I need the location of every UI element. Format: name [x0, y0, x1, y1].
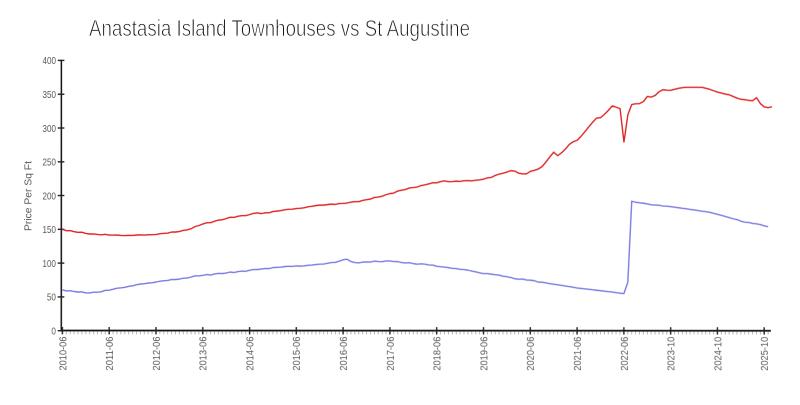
svg-text:2011-06: 2011-06	[104, 336, 116, 370]
svg-text:400: 400	[42, 55, 56, 67]
svg-text:Price Per Sq Ft: Price Per Sq Ft	[23, 161, 34, 231]
svg-text:2024-10: 2024-10	[712, 337, 724, 371]
svg-text:2018-06: 2018-06	[431, 337, 443, 371]
svg-text:200: 200	[42, 190, 56, 202]
svg-text:2015-06: 2015-06	[291, 336, 303, 370]
svg-text:2023-10: 2023-10	[665, 337, 677, 371]
svg-text:2019-06: 2019-06	[478, 337, 490, 371]
svg-text:150: 150	[42, 224, 56, 236]
svg-text:2022-06: 2022-06	[619, 337, 631, 371]
svg-text:2014-06: 2014-06	[244, 336, 256, 370]
svg-text:2016-06: 2016-06	[338, 336, 350, 370]
svg-text:300: 300	[42, 123, 56, 135]
svg-text:100: 100	[42, 258, 56, 270]
svg-text:2020-06: 2020-06	[525, 337, 537, 371]
svg-text:50: 50	[47, 292, 56, 304]
svg-text:2012-06: 2012-06	[151, 336, 163, 370]
svg-text:Anastasia Island Townhouses vs: Anastasia Island Townhouses vs St August…	[89, 15, 470, 41]
svg-text:2013-06: 2013-06	[198, 336, 210, 370]
svg-text:350: 350	[42, 89, 56, 101]
svg-text:250: 250	[42, 157, 56, 169]
svg-text:2010-06: 2010-06	[57, 336, 69, 370]
svg-text:2025-10: 2025-10	[759, 337, 771, 371]
svg-text:0: 0	[51, 326, 56, 338]
svg-text:2017-06: 2017-06	[385, 337, 397, 371]
svg-text:2021-06: 2021-06	[572, 337, 584, 371]
